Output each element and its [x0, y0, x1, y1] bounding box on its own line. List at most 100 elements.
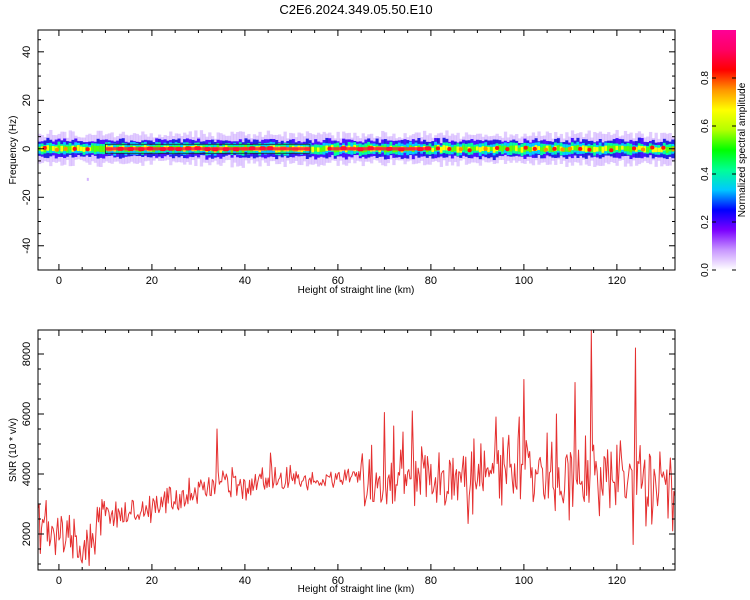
spectrogram-x-tick-label: 20	[146, 275, 158, 287]
colorbar-tick-label: 0.8	[700, 71, 711, 85]
snr-x-axis: 0 20 40 60 80 100 120	[56, 330, 664, 587]
heat-cell-inner	[473, 146, 477, 151]
heat-cell-core	[640, 147, 646, 152]
heat-cell-inner	[621, 145, 625, 150]
colorbar-gradient	[712, 30, 736, 270]
heat-cell-core	[483, 146, 488, 151]
heat-cell-core	[523, 145, 528, 150]
heat-cell-inner	[102, 146, 106, 153]
heat-cell-core	[532, 146, 537, 151]
heat-cell-core	[42, 145, 47, 150]
heat-cell-core	[567, 146, 573, 151]
snr-panel: 0 20 40 60 80 100 120 2000 4000 6000 8000 Height …	[8, 329, 676, 595]
heat-cell-core	[447, 146, 452, 151]
spectrogram-y-tick-label: 0	[21, 146, 33, 152]
spectrogram-x-axis: 0 20 40 60 80 100 120	[56, 30, 664, 287]
heat-cell-core	[578, 146, 583, 151]
heat-cell-inner	[99, 145, 103, 153]
spectrogram-y-tick-label: -40	[21, 238, 33, 254]
heat-cell-inner	[431, 147, 435, 152]
heat-cell-inner	[601, 146, 605, 153]
spectrogram-y-label: Frequency (Hz)	[8, 116, 19, 185]
heat-cell-inner	[629, 146, 633, 153]
heat-cell-core	[467, 148, 472, 153]
figure-title: C2E6.2024.349.05.50.E10	[279, 2, 432, 17]
heat-cell-core	[631, 146, 637, 151]
heat-cell-inner	[46, 145, 50, 151]
spectrogram-y-tick-label: 40	[21, 46, 33, 58]
spectrogram-x-tick-label: 0	[56, 275, 62, 287]
heat-cell-inner	[545, 145, 550, 151]
colorbar-label: Normalized spectral amplitude	[737, 82, 748, 217]
spectrogram-x-tick-label: 60	[332, 275, 344, 287]
heat-cell-inner	[79, 146, 84, 151]
snr-x-tick-label: 120	[608, 575, 626, 587]
snr-x-tick-label: 60	[332, 575, 344, 587]
heat-cell-inner	[489, 146, 494, 151]
spectrogram-x-tick-label: 80	[425, 275, 437, 287]
heat-cell-inner	[584, 146, 589, 152]
heat-cell-inner	[464, 146, 469, 151]
heat-cell-inner	[442, 145, 446, 151]
heat-cell-inner	[439, 146, 444, 153]
snr-frame	[37, 329, 676, 571]
snr-y-tick-label: 8000	[21, 342, 33, 366]
heat-cell-inner	[450, 147, 455, 152]
colorbar: 0.0 0.2 0.4 0.6 0.8 Normalized spectral ampl…	[700, 30, 748, 277]
heat-cell-inner	[60, 145, 64, 152]
spectrogram-x-tick-label: 100	[515, 275, 533, 287]
heat-cell-inner	[654, 147, 658, 153]
spectrogram-y-axis: -40 -20 0 20 40	[21, 39, 675, 271]
spectrogram-y-tick-label: 20	[21, 94, 33, 106]
heat-cell-inner	[501, 146, 505, 152]
colorbar-tick-label: 0.0	[700, 263, 711, 277]
spectrogram-heatmap	[38, 129, 675, 181]
heat-cell-inner	[570, 145, 575, 151]
snr-x-tick-label: 100	[515, 575, 533, 587]
snr-x-tick-label: 80	[425, 575, 437, 587]
colorbar-ticks: 0.0 0.2 0.4 0.6 0.8	[700, 71, 736, 277]
heat-cell-core	[505, 147, 510, 152]
heat-ridge-core	[328, 147, 431, 151]
spectrogram-panel: 0 20 40 60 80 100 120 -40 -20 0 20 40 Height of st…	[8, 29, 676, 296]
heat-cell-inner	[595, 147, 600, 152]
heat-cell-inner	[582, 145, 586, 152]
heat-cell-inner	[445, 145, 449, 151]
spectrogram-y-tick-label: -20	[21, 189, 33, 205]
heat-cell-inner	[637, 145, 642, 150]
heat-cell-core	[587, 147, 592, 152]
colorbar-tick-label: 0.6	[700, 119, 711, 133]
snr-y-label: SNR (10 * v/v)	[8, 418, 19, 482]
heat-cell-inner	[77, 145, 81, 152]
snr-x-tick-label: 20	[146, 575, 158, 587]
heat-cell-inner	[314, 147, 318, 152]
heat-cell-inner	[68, 146, 72, 151]
snr-y-tick-label: 6000	[21, 402, 33, 426]
heat-cell-core	[458, 147, 463, 152]
heat-cell-inner	[475, 146, 480, 151]
heat-cell-inner	[57, 145, 61, 151]
heat-cell-inner	[635, 147, 639, 152]
snr-y-tick-label: 2000	[21, 522, 33, 546]
heat-cell-core	[650, 145, 655, 150]
heat-cell-inner	[604, 145, 608, 152]
heat-cell-inner	[96, 145, 100, 152]
heat-cell-core	[661, 145, 666, 150]
heat-cell-inner	[509, 145, 513, 152]
heat-cell-core	[63, 146, 68, 151]
heat-cell-inner	[456, 146, 460, 153]
heat-cell-inner	[537, 146, 541, 151]
heat-cell-speck	[86, 177, 89, 181]
spectrogram-x-label: Height of straight line (km)	[298, 285, 415, 296]
heat-cell-inner	[626, 146, 630, 152]
heat-cell-core	[54, 147, 60, 152]
heat-cell-core	[85, 147, 90, 152]
heat-cell-inner	[512, 145, 516, 151]
heat-cell-inner	[316, 147, 321, 152]
colorbar-tick-label: 0.4	[700, 167, 711, 181]
heat-cell-core	[609, 148, 614, 153]
heat-cell-inner	[657, 147, 661, 153]
heat-ridge-core	[105, 147, 311, 151]
heat-cell-inner	[520, 146, 524, 153]
heat-cell-inner	[319, 147, 324, 152]
